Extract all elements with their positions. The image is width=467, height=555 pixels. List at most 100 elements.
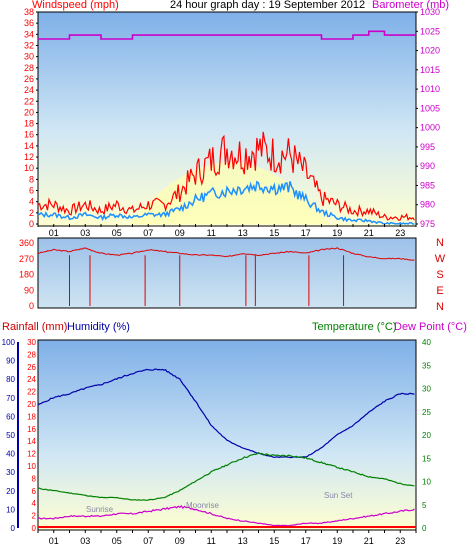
temp-x-tick-label: 09 xyxy=(175,536,185,546)
rain-y-tick-label: 8 xyxy=(32,474,37,483)
temp-y-tick-label: 25 xyxy=(422,408,431,417)
humidity-y-tick-label: 90 xyxy=(6,357,15,366)
dewpoint-axis-label: Dew Point (°C) xyxy=(394,321,467,333)
baro-y-tick-label: 980 xyxy=(420,200,435,210)
rain-y-tick-label: 2 xyxy=(32,512,37,521)
dewpoint-line xyxy=(38,504,415,527)
humidity-y-tick-label: 30 xyxy=(6,468,15,477)
baro-y-tick-label: 975 xyxy=(420,219,435,229)
temp-x-tick-label: 03 xyxy=(80,536,90,546)
rain-y-tick-label: 10 xyxy=(27,462,36,471)
wind-x-tick-label: 15 xyxy=(269,228,279,238)
temp-y-tick-label: 30 xyxy=(422,385,431,394)
wind-direction-line xyxy=(37,247,415,261)
compass-label: E xyxy=(436,285,443,297)
baro-y-tick-label: 1005 xyxy=(420,103,440,113)
rain-y-tick-label: 0 xyxy=(32,524,37,533)
wind-x-tick-label: 21 xyxy=(364,228,374,238)
rain-y-tick-label: 14 xyxy=(27,437,36,446)
temp-y-tick-label: 5 xyxy=(422,501,427,510)
wind-x-axis: 01 03 05 07 09 11 13 15 17 19 21 23 xyxy=(37,224,417,238)
wind-y-tick-label: 4 xyxy=(29,197,34,207)
direction-y-axis: 0 90 180 270 360 xyxy=(19,238,34,311)
wind-x-tick-label: 11 xyxy=(207,228,216,238)
direction-y-tick-label: 180 xyxy=(19,270,34,280)
temp-y-tick-label: 20 xyxy=(422,431,431,440)
temp-x-tick-label: 17 xyxy=(301,536,311,546)
wind-y-tick-label: 10 xyxy=(24,163,34,173)
baro-y-tick-label: 985 xyxy=(420,180,435,190)
temp-panel-bg xyxy=(37,339,417,531)
compass-label: W xyxy=(435,253,446,265)
wind-y-tick-label: 24 xyxy=(24,85,34,95)
humidity-y-tick-label: 60 xyxy=(6,412,15,421)
humidity-y-axis: 0 10 20 30 40 50 60 70 80 90 100 xyxy=(2,338,16,533)
rainfall-axis-label: Rainfall (mm) xyxy=(2,321,67,333)
wind-y-tick-label: 26 xyxy=(24,74,34,84)
temp-x-tick-label: 23 xyxy=(395,536,405,546)
temp-y-tick-label: 40 xyxy=(422,338,431,347)
humidity-line xyxy=(37,368,415,459)
rain-y-tick-label: 6 xyxy=(32,487,37,496)
sunrise-annotation: Sunrise xyxy=(86,505,114,514)
wind-y-tick-label: 14 xyxy=(24,141,34,151)
humidity-y-tick-label: 40 xyxy=(6,450,15,459)
wind-x-tick-label: 23 xyxy=(395,228,405,238)
wind-y-tick-label: 16 xyxy=(24,130,34,140)
wind-x-tick-label: 01 xyxy=(49,228,59,238)
temp-x-axis: 01 03 05 07 09 11 13 15 17 19 21 23 xyxy=(37,530,417,546)
baro-y-tick-label: 1010 xyxy=(420,84,440,94)
baro-y-tick-label: 1030 xyxy=(420,7,440,17)
temperature-axis-label: Temperature (°C) xyxy=(312,321,396,333)
wind-y-tick-label: 36 xyxy=(24,18,34,28)
temp-x-tick-label: 11 xyxy=(207,536,216,546)
temp-y-tick-label: 0 xyxy=(422,524,427,533)
baro-y-tick-label: 1015 xyxy=(420,65,440,75)
wind-x-tick-label: 17 xyxy=(301,228,311,238)
wind-y-tick-label: 34 xyxy=(24,29,34,39)
wind-y-tick-label: 12 xyxy=(24,152,34,162)
baro-y-tick-label: 1020 xyxy=(420,46,440,56)
rain-y-tick-label: 30 xyxy=(27,338,36,347)
direction-y-tick-label: 90 xyxy=(24,285,34,295)
temp-x-tick-label: 05 xyxy=(112,536,122,546)
temp-x-tick-label: 07 xyxy=(143,536,153,546)
wind-y-tick-label: 28 xyxy=(24,63,34,73)
windspeed-axis-label: Windspeed (mph) xyxy=(32,0,119,11)
wind-y-tick-label: 30 xyxy=(24,52,34,62)
direction-panel-bg xyxy=(37,237,417,309)
barometer-axis-label: Barometer (mb) xyxy=(372,0,449,11)
humidity-y-tick-label: 70 xyxy=(6,394,15,403)
wind-series xyxy=(37,30,416,225)
baro-y-tick-label: 1025 xyxy=(420,26,440,36)
rain-y-tick-label: 20 xyxy=(27,400,36,409)
wind-y-tick-label: 8 xyxy=(29,174,34,184)
barometer-y-axis: 975 980 985 990 995 1000 1005 1010 1015 1020 1025 1… xyxy=(416,7,440,229)
direction-series xyxy=(37,247,415,306)
temp-series xyxy=(37,368,416,528)
rain-y-tick-label: 22 xyxy=(27,388,36,397)
temp-x-tick-label: 19 xyxy=(332,536,342,546)
baro-y-tick-label: 995 xyxy=(420,142,435,152)
compass-label: S xyxy=(436,269,443,281)
direction-y-tick-label: 360 xyxy=(19,238,34,248)
baro-y-tick-label: 1000 xyxy=(420,123,440,133)
temp-x-tick-label: 15 xyxy=(269,536,279,546)
barometer-line xyxy=(38,30,416,40)
humidity-y-tick-label: 10 xyxy=(6,505,15,514)
wind-y-tick-label: 18 xyxy=(24,119,34,129)
wind-y-tick-label: 6 xyxy=(29,186,34,196)
humidity-y-tick-label: 80 xyxy=(6,375,15,384)
temperature-line xyxy=(38,451,415,501)
wind-x-tick-label: 05 xyxy=(112,228,122,238)
temp-y-tick-label: 10 xyxy=(422,478,431,487)
compass-label: N xyxy=(436,301,444,313)
direction-y-tick-label: 0 xyxy=(29,301,34,311)
wind-x-tick-label: 09 xyxy=(175,228,185,238)
temp-x-tick-label: 01 xyxy=(49,536,59,546)
temp-x-tick-label: 21 xyxy=(364,536,374,546)
